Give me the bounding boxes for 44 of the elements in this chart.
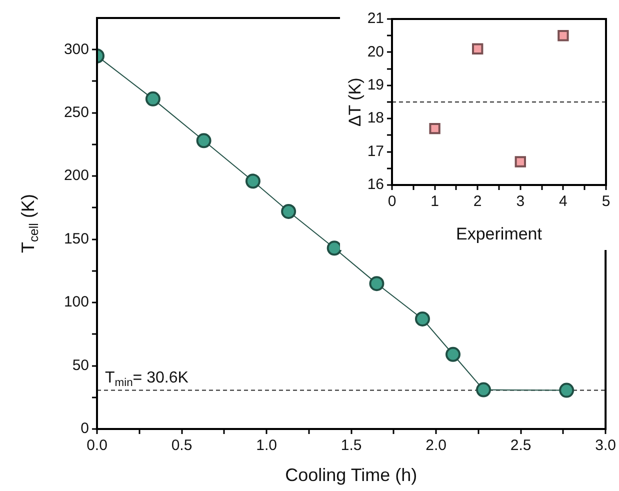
point <box>558 30 569 42</box>
y-tick-label: 19 <box>367 76 384 94</box>
y-tick-label: 16 <box>367 176 384 194</box>
point <box>196 133 212 148</box>
y-tick-label: 20 <box>367 43 384 60</box>
x-tick-label: 4 <box>559 193 568 210</box>
point <box>559 382 574 398</box>
x-tick-label: 1.5 <box>340 437 362 454</box>
point <box>472 43 484 54</box>
point <box>369 276 384 292</box>
x-tick-label: 5 <box>602 193 610 210</box>
point <box>326 240 342 256</box>
y-tick-label: 300 <box>64 40 89 58</box>
y-axis-title: Tcell (K) <box>18 194 41 253</box>
y-axis-title: ΔT (K) <box>345 78 364 127</box>
x-axis-title: Cooling Time (h) <box>285 464 418 485</box>
y-tick-label: 100 <box>64 294 89 311</box>
x-axis-title: Experiment <box>456 224 542 244</box>
x-tick-label: 2.0 <box>426 437 446 454</box>
x-tick-label: 0.0 <box>86 437 108 454</box>
x-tick-label: 3.0 <box>595 437 616 454</box>
point <box>281 204 296 219</box>
y-tick-label: 150 <box>64 230 89 248</box>
point <box>145 91 160 106</box>
point <box>414 311 430 326</box>
x-tick-label: 2 <box>473 193 482 210</box>
y-tick-label: 0 <box>80 420 89 438</box>
x-tick-label: 1.0 <box>256 437 277 454</box>
y-tick-label: 17 <box>367 142 384 160</box>
point <box>429 122 440 134</box>
point <box>514 156 526 168</box>
point <box>446 346 460 362</box>
y-tick-label: 50 <box>72 356 89 374</box>
x-tick-label: 1 <box>430 193 439 210</box>
x-tick-label: 2.5 <box>510 437 532 454</box>
x-tick-label: 0 <box>388 193 396 210</box>
y-tick-label: 21 <box>367 10 384 28</box>
y-tick-label: 200 <box>64 167 89 184</box>
point <box>245 174 260 189</box>
point <box>476 382 492 398</box>
x-tick-label: 0.5 <box>171 437 192 454</box>
y-tick-label: 250 <box>64 104 89 121</box>
x-tick-label: 3 <box>516 193 525 210</box>
y-tick-label: 18 <box>367 110 384 127</box>
